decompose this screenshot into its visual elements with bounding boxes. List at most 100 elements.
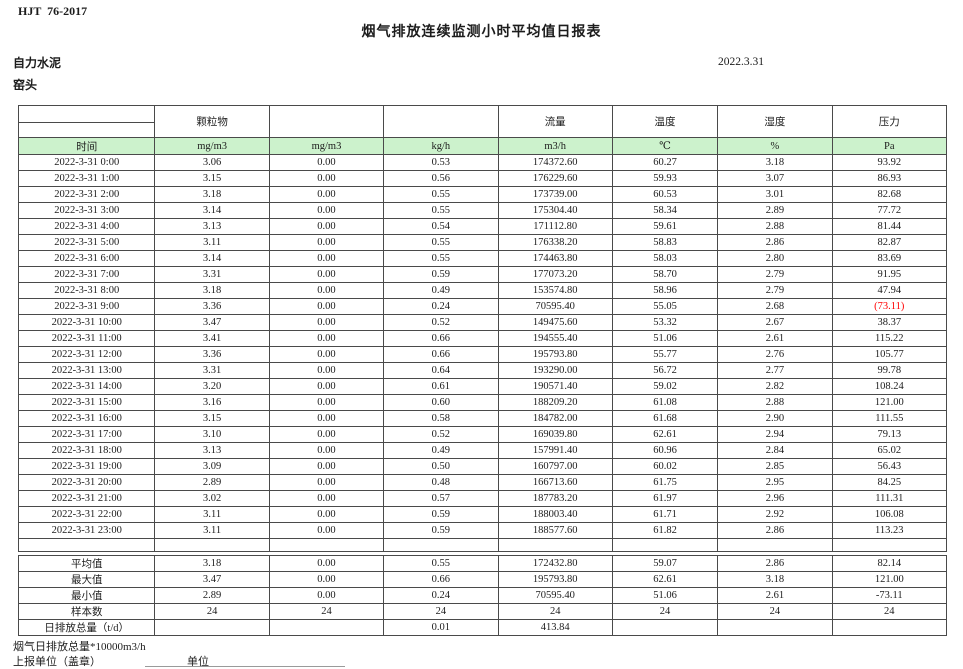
value-cell: 0.00 bbox=[268, 378, 385, 395]
time-cell: 2022-3-31 9:00 bbox=[17, 298, 156, 315]
value-cell: 0.00 bbox=[268, 442, 385, 459]
value-cell bbox=[154, 619, 270, 636]
value-cell: 0.00 bbox=[268, 266, 385, 283]
value-cell: 3.36 bbox=[154, 298, 270, 315]
value-cell: 0.00 bbox=[268, 474, 385, 491]
value-cell: 0.64 bbox=[383, 362, 499, 379]
value-cell: 70595.40 bbox=[497, 587, 613, 604]
summary-label-cell: 平均值 bbox=[17, 555, 156, 572]
value-cell: 0.00 bbox=[268, 410, 385, 427]
time-cell: 2022-3-31 22:00 bbox=[17, 506, 156, 523]
table-row: 2022-3-31 16:00 3.15 0.00 0.58 184782.00 61.6… bbox=[17, 410, 948, 427]
value-cell: 0.60 bbox=[383, 394, 499, 411]
table-row: 2022-3-31 10:00 3.47 0.00 0.52 149475.60 53.3… bbox=[17, 314, 948, 331]
value-cell: 58.70 bbox=[611, 266, 719, 283]
value-cell: 2.79 bbox=[717, 282, 833, 299]
value-cell: 2.86 bbox=[717, 234, 833, 251]
value-cell: 157991.40 bbox=[497, 442, 613, 459]
table-row: 2022-3-31 23:00 3.11 0.00 0.59 188577.60 61.8… bbox=[17, 522, 948, 539]
value-cell: 2.77 bbox=[717, 362, 833, 379]
value-cell: 0.00 bbox=[268, 298, 385, 315]
summary-label-cell: 日排放总量（t/d） bbox=[17, 619, 156, 636]
value-cell: 2.89 bbox=[154, 587, 270, 604]
value-cell: 2.88 bbox=[717, 394, 833, 411]
value-cell: 190571.40 bbox=[497, 378, 613, 395]
value-cell: 0.00 bbox=[268, 314, 385, 331]
value-cell: 93.92 bbox=[831, 154, 948, 171]
value-cell: 2.67 bbox=[717, 314, 833, 331]
table-row: 样本数 24 24 24 24 24 24 24 bbox=[17, 603, 948, 620]
table-row: 2022-3-31 4:00 3.13 0.00 0.54 171112.80 59.61… bbox=[17, 218, 948, 235]
value-cell: 0.00 bbox=[268, 330, 385, 347]
value-cell: 188003.40 bbox=[497, 506, 613, 523]
time-cell: 2022-3-31 7:00 bbox=[17, 266, 156, 283]
humidity-unit-header: % bbox=[717, 137, 833, 155]
value-cell: 77.72 bbox=[831, 202, 948, 219]
blank-group-header-1 bbox=[268, 105, 385, 138]
value-cell: 58.34 bbox=[611, 202, 719, 219]
value-cell: 3.18 bbox=[154, 186, 270, 203]
value-cell: 0.00 bbox=[268, 458, 385, 475]
value-cell bbox=[717, 619, 833, 636]
value-cell: 0.66 bbox=[383, 330, 499, 347]
value-cell: 3.13 bbox=[154, 442, 270, 459]
value-cell: 2.92 bbox=[717, 506, 833, 523]
value-cell: 59.07 bbox=[611, 555, 719, 572]
value-cell: 0.56 bbox=[383, 170, 499, 187]
value-cell: 0.57 bbox=[383, 490, 499, 507]
value-cell: 3.18 bbox=[717, 571, 833, 588]
time-cell: 2022-3-31 12:00 bbox=[17, 346, 156, 363]
value-cell: 0.00 bbox=[268, 170, 385, 187]
value-cell: 2.61 bbox=[717, 330, 833, 347]
value-cell: 3.14 bbox=[154, 250, 270, 267]
value-cell: 3.36 bbox=[154, 346, 270, 363]
value-cell: 0.00 bbox=[268, 346, 385, 363]
value-cell: 3.47 bbox=[154, 571, 270, 588]
value-cell: 3.13 bbox=[154, 218, 270, 235]
value-cell: 195793.80 bbox=[497, 346, 613, 363]
table-row: 2022-3-31 1:00 3.15 0.00 0.56 176229.60 59.93… bbox=[17, 170, 948, 187]
monitoring-table: 颗粒物 流量 温度 湿度 压力 时间 mg/m3 mg/m3 kg/h m3/h… bbox=[17, 105, 948, 636]
value-cell: 3.01 bbox=[717, 186, 833, 203]
value-cell: 0.00 bbox=[268, 186, 385, 203]
value-cell: 58.96 bbox=[611, 282, 719, 299]
value-cell: 3.31 bbox=[154, 266, 270, 283]
time-column-header: 时间 bbox=[17, 137, 156, 155]
value-cell: 0.00 bbox=[268, 282, 385, 299]
table-row: 2022-3-31 12:00 3.36 0.00 0.66 195793.80 55.7… bbox=[17, 346, 948, 363]
value-cell: 3.02 bbox=[154, 490, 270, 507]
value-cell: 59.61 bbox=[611, 218, 719, 235]
value-cell: 86.93 bbox=[831, 170, 948, 187]
value-cell: 3.14 bbox=[154, 202, 270, 219]
value-cell: 0.00 bbox=[268, 571, 385, 588]
time-cell: 2022-3-31 6:00 bbox=[17, 250, 156, 267]
table-row: 2022-3-31 19:00 3.09 0.00 0.50 160797.00 60.0… bbox=[17, 458, 948, 475]
table-row: 2022-3-31 22:00 3.11 0.00 0.59 188003.40 61.7… bbox=[17, 506, 948, 523]
value-cell: 3.15 bbox=[154, 170, 270, 187]
table-row: 2022-3-31 11:00 3.41 0.00 0.66 194555.40 51.0… bbox=[17, 330, 948, 347]
flow-unit-header: m3/h bbox=[497, 137, 613, 155]
value-cell: 60.02 bbox=[611, 458, 719, 475]
time-cell: 2022-3-31 3:00 bbox=[17, 202, 156, 219]
value-cell: 61.75 bbox=[611, 474, 719, 491]
pressure-unit-header: Pa bbox=[831, 137, 948, 155]
table-row: 2022-3-31 2:00 3.18 0.00 0.55 173739.00 60.53… bbox=[17, 186, 948, 203]
value-cell: 0.55 bbox=[383, 202, 499, 219]
temperature-group-header: 温度 bbox=[611, 105, 719, 138]
value-cell: 61.82 bbox=[611, 522, 719, 539]
value-cell: 62.61 bbox=[611, 571, 719, 588]
value-cell: 59.93 bbox=[611, 170, 719, 187]
humidity-group-header: 湿度 bbox=[717, 105, 833, 138]
value-cell: 2.86 bbox=[717, 522, 833, 539]
table-row: 2022-3-31 17:00 3.10 0.00 0.52 169039.80 62.6… bbox=[17, 426, 948, 443]
time-cell: 2022-3-31 10:00 bbox=[17, 314, 156, 331]
time-cell: 2022-3-31 15:00 bbox=[17, 394, 156, 411]
summary-label-cell: 最大值 bbox=[17, 571, 156, 588]
value-cell: 115.22 bbox=[831, 330, 948, 347]
value-cell: 79.13 bbox=[831, 426, 948, 443]
value-cell: 3.47 bbox=[154, 314, 270, 331]
total-emission-note: 烟气日排放总量*10000m3/h bbox=[13, 641, 146, 653]
value-cell: 65.02 bbox=[831, 442, 948, 459]
value-cell: 0.55 bbox=[383, 250, 499, 267]
value-cell: 24 bbox=[611, 603, 719, 620]
